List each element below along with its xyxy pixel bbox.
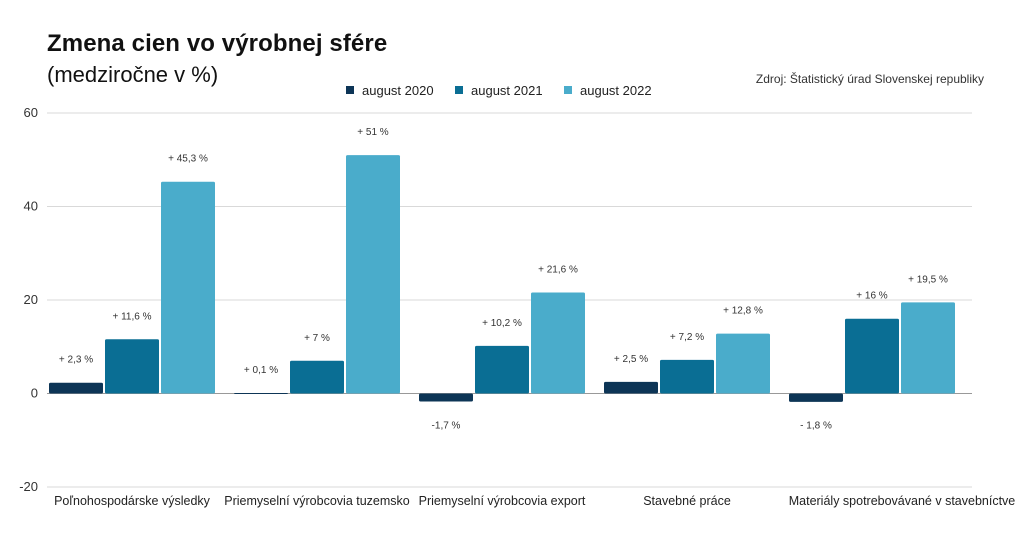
- bar-value-label: + 2,3 %: [59, 355, 93, 366]
- bar: [475, 345, 529, 394]
- source-note: Zdroj: Štatistický úrad Slovenskej repub…: [755, 72, 984, 86]
- bar-value-label: -1,7 %: [432, 421, 461, 432]
- y-tick-label: -20: [19, 479, 38, 494]
- bar-value-label: + 7,2 %: [670, 332, 704, 343]
- bar-value-label: + 11,6 %: [112, 311, 151, 322]
- bar: [845, 318, 899, 394]
- data-labels: + 2,3 % + 11,6 % + 45,3 % + 0,1 % + 7 % + 51 …: [59, 127, 948, 431]
- legend-swatch: [564, 86, 572, 94]
- chart-title: Zmena cien vo výrobnej sfére: [47, 30, 388, 57]
- chart-subtitle: (medziročne v %): [47, 62, 219, 87]
- bar: [234, 393, 288, 395]
- y-axis: -20 0 20 40 60: [19, 105, 38, 494]
- bar-value-label: - 1,8 %: [800, 421, 832, 432]
- x-category-label: Stavebné práce: [643, 494, 731, 508]
- bar: [290, 360, 344, 394]
- bar-value-label: + 45,3 %: [168, 154, 208, 165]
- y-tick-label: 0: [31, 386, 38, 401]
- bar-value-label: + 2,5 %: [614, 354, 648, 365]
- x-category-label: Materiály spotrebovávané v stavebníctve: [789, 494, 1016, 508]
- bar: [531, 292, 585, 394]
- bar-value-label: + 21,6 %: [538, 265, 578, 276]
- legend-swatch: [346, 86, 354, 94]
- bar-value-label: + 51 %: [357, 127, 389, 138]
- y-tick-label: 20: [24, 292, 38, 307]
- legend-label: august 2021: [471, 83, 543, 98]
- bar-value-label: + 16 %: [856, 291, 888, 302]
- x-category-label: Poľnohospodárske výsledky: [54, 494, 211, 508]
- y-tick-label: 40: [24, 199, 38, 214]
- bar: [49, 382, 103, 394]
- bar: [161, 181, 215, 394]
- x-category-label: Priemyselní výrobcovia tuzemsko: [224, 494, 410, 508]
- legend: august 2020 august 2021 august 2022: [346, 83, 652, 98]
- bar: [716, 333, 770, 394]
- bars: [49, 155, 955, 402]
- legend-label: august 2020: [362, 83, 434, 98]
- bar: [901, 302, 955, 394]
- bar-value-label: + 0,1 %: [244, 365, 278, 376]
- bar: [789, 393, 843, 402]
- bar-value-label: + 7 %: [304, 333, 330, 344]
- bar-value-label: + 10,2 %: [482, 318, 522, 329]
- bar-value-label: + 19,5 %: [908, 274, 948, 285]
- bar: [346, 155, 400, 394]
- bar-value-label: + 12,8 %: [723, 306, 763, 317]
- x-category-label: Priemyselní výrobcovia export: [419, 494, 586, 508]
- y-tick-label: 60: [24, 105, 38, 120]
- bar: [604, 381, 658, 394]
- bar: [419, 393, 473, 402]
- bar: [105, 339, 159, 394]
- bar: [660, 359, 714, 394]
- legend-swatch: [455, 86, 463, 94]
- x-axis: Poľnohospodárske výsledky Priemyselní výr…: [54, 494, 1015, 508]
- legend-label: august 2022: [580, 83, 652, 98]
